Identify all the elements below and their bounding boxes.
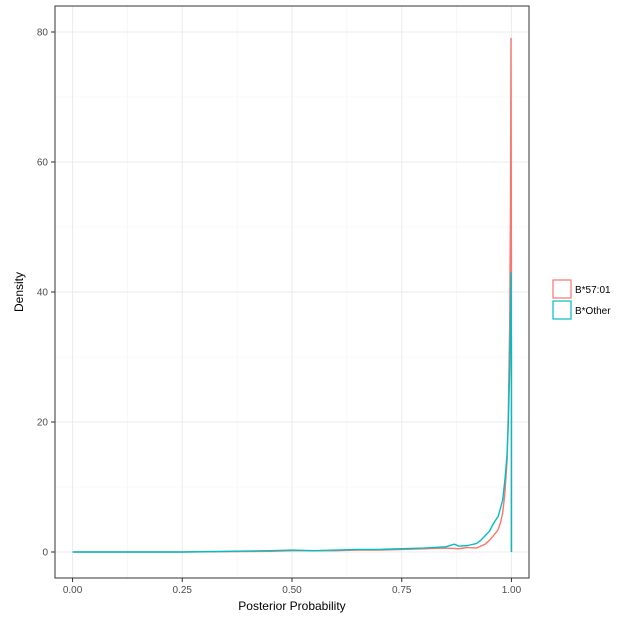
y-tick-label: 40 [37, 288, 49, 299]
y-axis-title: Density [12, 272, 26, 312]
legend-label: B*Other [575, 306, 611, 317]
plot-panel [55, 6, 529, 578]
x-tick-label: 0.50 [282, 585, 302, 596]
legend-key [552, 300, 572, 320]
x-tick-label: 0.00 [63, 585, 83, 596]
legend-label: B*57:01 [575, 285, 611, 296]
x-tick-label: 0.25 [173, 585, 193, 596]
x-tick-label: 1.00 [502, 585, 522, 596]
x-tick-label: 0.75 [392, 585, 412, 596]
y-tick-label: 80 [37, 28, 49, 39]
series-line-1 [72, 271, 513, 553]
series-layer [72, 37, 513, 553]
axes-layer: 0.00 0.25 0.50 0.75 1.00 0 20 40 60 80 [37, 28, 522, 597]
legend: B*57:01 B*Other [552, 279, 611, 320]
y-tick-label: 20 [37, 418, 49, 429]
y-tick-label: 0 [42, 548, 48, 559]
legend-key [552, 279, 572, 299]
y-tick-label: 60 [37, 158, 49, 169]
x-axis-title: Posterior Probability [238, 599, 345, 613]
